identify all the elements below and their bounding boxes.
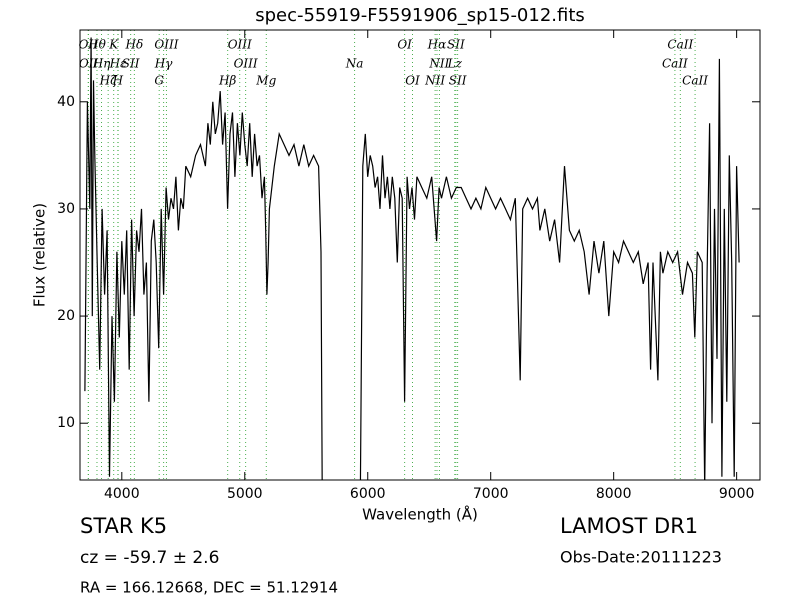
- line-label: CaII: [682, 74, 708, 88]
- line-label: Hη: [92, 57, 111, 71]
- object-class: STAR: [80, 514, 133, 538]
- y-tick-label: 40: [57, 94, 75, 110]
- line-label: Na: [345, 57, 364, 71]
- line-label: Hζ: [99, 74, 118, 88]
- line-label: OII: [79, 38, 99, 52]
- spectrum-line: [84, 37, 740, 480]
- x-tick-label: 8000: [596, 486, 632, 502]
- chart-title: spec-55919-F5591906_sp15-012.fits: [255, 5, 585, 26]
- series-group: [84, 37, 740, 480]
- line-label: SII: [122, 57, 140, 71]
- line-label: K: [108, 38, 119, 52]
- line-label: OIII: [228, 38, 252, 52]
- line-label: OI: [397, 38, 412, 52]
- line-label: Hθ: [87, 38, 106, 52]
- coordinates: RA = 166.12668, DEC = 51.12914: [80, 579, 338, 597]
- line-label: Hβ: [218, 74, 236, 88]
- line-label: OI: [405, 74, 420, 88]
- obs-date: Obs-Date:20111223: [560, 548, 722, 567]
- y-tick-label: 10: [57, 415, 75, 431]
- x-tick-label: 9000: [719, 486, 755, 502]
- line-label: NII: [424, 74, 445, 88]
- y-axis-label: Flux (relative): [31, 203, 49, 307]
- line-label: Hδ: [124, 38, 143, 52]
- line-label: Mg: [255, 74, 276, 88]
- x-tick-label: 4000: [104, 486, 140, 502]
- line-label: CaII: [662, 57, 688, 71]
- line-label: SII: [447, 38, 465, 52]
- line-label: Hα: [427, 38, 447, 52]
- line-label: OIII: [154, 38, 178, 52]
- line-label: Lz: [447, 57, 463, 71]
- subclass: K5: [140, 514, 167, 538]
- survey: LAMOST DR1: [560, 514, 698, 538]
- line-label: OII: [79, 57, 99, 71]
- line-label: Hε: [109, 57, 127, 71]
- x-tick-label: 5000: [227, 486, 263, 502]
- line-label: Hγ: [154, 57, 173, 71]
- line-label: SII: [449, 74, 467, 88]
- y-tick-label: 30: [57, 201, 75, 217]
- redshift: cz = -59.7 ± 2.6: [80, 548, 219, 568]
- line-label: CaII: [667, 38, 693, 52]
- x-tick-label: 6000: [350, 486, 386, 502]
- line-label: G: [154, 74, 164, 88]
- line-label: NII: [428, 57, 449, 71]
- x-tick-label: 7000: [473, 486, 509, 502]
- x-axis-label: Wavelength (Å): [362, 505, 478, 524]
- line-label: OIII: [234, 57, 258, 71]
- y-tick-label: 20: [57, 308, 75, 324]
- plot-frame: [79, 29, 761, 481]
- line-label: H: [112, 74, 124, 88]
